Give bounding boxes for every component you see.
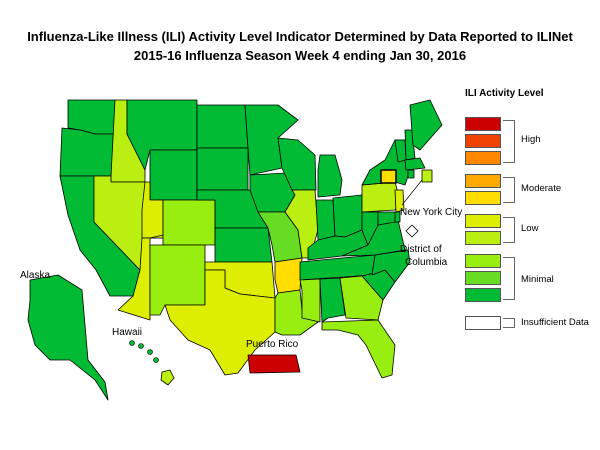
state-kansas[interactable] [214, 227, 273, 263]
nyc-marker[interactable] [421, 169, 433, 183]
state-pennsylvania[interactable] [361, 181, 401, 213]
state-michigan[interactable] [317, 154, 343, 198]
legend-swatch-2 [465, 271, 501, 285]
state-maine[interactable] [409, 99, 443, 151]
state-oregon[interactable] [59, 127, 116, 177]
state-rhode-island[interactable] [407, 169, 415, 179]
legend-brace-moderate [503, 177, 515, 203]
legend-brace-minimal [503, 257, 515, 300]
legend-title: ILI Activity Level [465, 88, 544, 99]
legend-swatch-3 [465, 254, 501, 268]
legend-label-low: Low [521, 223, 539, 234]
legend-swatch-7 [465, 174, 501, 188]
puerto-rico-label: Puerto Rico [246, 339, 299, 350]
legend-swatch-8 [465, 151, 501, 165]
legend-label-insufficient: Insufficient Data [521, 317, 589, 328]
legend-swatch-1 [465, 288, 501, 302]
legend-swatch-4 [465, 231, 501, 245]
state-south-dakota[interactable] [196, 147, 249, 191]
nyc-leader-line [401, 179, 423, 206]
state-maryland[interactable] [377, 211, 396, 226]
nyc-label: New York City [400, 207, 463, 218]
map-subtitle: 2015-16 Influenza Season Week 4 ending J… [133, 48, 467, 63]
state-connecticut[interactable] [380, 169, 397, 184]
state-west-virginia[interactable] [361, 211, 379, 246]
state-ohio[interactable] [332, 194, 363, 238]
state-alaska[interactable] [27, 274, 109, 401]
legend-swatch-6 [465, 191, 501, 205]
hawaii-label: Hawaii [112, 327, 143, 338]
legend-brace-insufficient [503, 318, 515, 328]
state-louisiana[interactable] [274, 289, 319, 336]
state-north-dakota[interactable] [196, 104, 249, 149]
map-title: Influenza-Like Illness (ILI) Activity Le… [27, 29, 573, 44]
alaska-label: Alaska [20, 270, 51, 281]
legend-label-moderate: Moderate [521, 183, 562, 194]
state-alabama[interactable] [319, 277, 346, 323]
state-new-mexico[interactable] [149, 244, 206, 316]
legend-label-high: High [521, 134, 541, 145]
dc-label-line2: Columbia [405, 257, 448, 268]
dc-marker[interactable] [405, 224, 419, 238]
hawaii-islands [129, 340, 159, 363]
legend-swatch-10 [465, 117, 501, 131]
state-wisconsin[interactable] [277, 137, 317, 191]
state-georgia[interactable] [339, 275, 384, 321]
state-florida[interactable] [321, 319, 396, 379]
state-new-jersey[interactable] [394, 189, 405, 213]
dc-label-line1: District of [400, 244, 442, 255]
state-mississippi[interactable] [299, 278, 321, 323]
state-wyoming[interactable] [149, 149, 198, 201]
legend-brace-low [503, 217, 515, 243]
state-arkansas[interactable] [274, 257, 303, 294]
state-washington[interactable] [67, 99, 116, 135]
state-puerto-rico[interactable] [247, 354, 301, 374]
legend-swatch-9 [465, 134, 501, 148]
legend-swatch-0 [465, 316, 501, 330]
state-massachusetts[interactable] [404, 157, 426, 171]
state-indiana[interactable] [315, 199, 336, 241]
legend-swatch-5 [465, 214, 501, 228]
legend-label-minimal: Minimal [521, 274, 554, 285]
legend-brace-high [503, 120, 515, 163]
state-colorado[interactable] [162, 199, 216, 246]
state-hawaii[interactable] [160, 369, 175, 386]
